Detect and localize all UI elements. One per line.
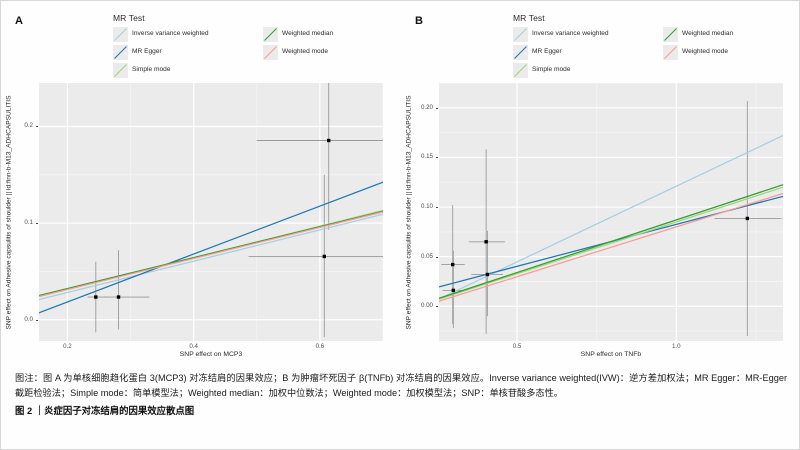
regression-line-weighted-mode	[39, 211, 383, 298]
legend-label-simple-mode: Simple mode	[132, 66, 171, 74]
panel-a: A MR Test Inverse variance weighted	[1, 1, 401, 366]
error-bars	[87, 83, 383, 338]
x-tick-label: 0.6	[315, 343, 325, 350]
legend-key-simple-mode-icon	[513, 63, 528, 78]
y-tick-label: 0.0	[24, 315, 33, 323]
y-tick-mark	[36, 319, 38, 321]
y-tick-label: 0.10	[420, 203, 433, 211]
regression-lines	[39, 181, 383, 314]
regression-line-simple-mode	[439, 186, 783, 300]
plot-background	[39, 83, 383, 341]
data-points	[94, 138, 331, 299]
y-tick-label: 0.1	[24, 219, 33, 227]
regression-line-weighted-median	[439, 184, 783, 299]
panel-b-x-axis-title: SNP effect on TNFb	[580, 351, 642, 358]
y-tick-mark	[436, 207, 438, 208]
y-tick-label: 0.20	[420, 103, 433, 111]
panel-b-legend: MR Test Inverse variance weighted	[513, 13, 763, 78]
regression-line-inverse-variance-weighted	[39, 213, 383, 301]
legend-item-weighted-median: Weighted median	[663, 27, 763, 42]
legend-key-weighted-median-icon	[263, 27, 278, 42]
legend-title: MR Test	[113, 13, 145, 23]
y-tick-mark	[436, 157, 438, 159]
legend-title: MR Test	[513, 13, 545, 23]
regression-lines	[439, 134, 783, 302]
plot-canvas	[39, 83, 383, 341]
legend-key-mr-egger-icon	[513, 45, 528, 60]
y-tick-mark	[436, 256, 438, 258]
data-point	[745, 216, 750, 221]
y-tick-label: 0.2	[24, 122, 33, 130]
figure-area: A MR Test Inverse variance weighted	[1, 1, 800, 366]
panel-b-plot	[439, 83, 783, 341]
regression-line-mr-egger	[39, 181, 383, 314]
regression-line-weighted-median	[39, 210, 383, 297]
legend-item-simple-mode: Simple mode	[513, 63, 663, 78]
legend-label-weighted-median: Weighted median	[282, 30, 334, 38]
data-point	[322, 254, 326, 259]
legend-label-weighted-mode: Weighted mode	[282, 48, 329, 56]
data-point	[116, 295, 121, 299]
legend-key-weighted-mode-icon	[263, 45, 278, 60]
data-points	[450, 216, 750, 293]
panel-b-letter: B	[415, 15, 424, 27]
x-tick-label: 1.0	[671, 343, 681, 350]
y-tick-mark	[436, 107, 438, 109]
legend-item-weighted-mode: Weighted mode	[663, 45, 763, 60]
legend-key-mr-egger-icon	[113, 45, 128, 60]
data-point	[484, 240, 488, 244]
legend-item-weighted-mode: Weighted mode	[263, 45, 363, 60]
y-tick-label: 0.05	[420, 252, 433, 260]
plot-background	[439, 83, 783, 341]
panel-a-plot	[39, 83, 383, 341]
legend-label-mr-egger: MR Egger	[132, 48, 162, 56]
legend-label-mr-egger: MR Egger	[532, 48, 562, 56]
data-point	[485, 272, 490, 277]
legend-item-ivw: Inverse variance weighted	[513, 27, 663, 42]
y-tick-label: 0.00	[420, 302, 433, 310]
x-tick-label: 0.2	[63, 343, 72, 350]
legend-key-weighted-median-icon	[663, 27, 678, 42]
legend-item-mr-egger: MR Egger	[513, 45, 663, 60]
caption: 图注：图 A 为单核细胞趋化蛋白 3(MCP3) 对冻结肩的因果效应；B 为肿瘤…	[15, 371, 787, 418]
data-point	[450, 262, 455, 267]
legend-label-weighted-mode: Weighted mode	[682, 48, 729, 56]
caption-note: 图注：图 A 为单核细胞趋化蛋白 3(MCP3) 对冻结肩的因果效应；B 为肿瘤…	[15, 373, 787, 398]
x-tick-label: 0.4	[189, 343, 198, 350]
y-tick-label: 0.15	[420, 153, 433, 161]
data-point	[451, 288, 456, 293]
legend-label-ivw: Inverse variance weighted	[532, 30, 609, 38]
y-tick-mark	[36, 223, 38, 224]
legend-label-weighted-median: Weighted median	[682, 30, 734, 38]
legend-key-ivw-icon	[113, 27, 128, 42]
regression-line-weighted-mode	[439, 192, 783, 302]
legend-label-ivw: Inverse variance weighted	[132, 30, 209, 38]
legend-key-weighted-mode-icon	[663, 45, 678, 60]
figure-title: 图 2 ｜炎症因子对冻结肩的因果效应散点图	[15, 405, 195, 416]
data-point	[94, 295, 98, 299]
data-point	[327, 138, 331, 143]
panel-a-legend: MR Test Inverse variance weighted	[113, 13, 363, 78]
legend-item-ivw: Inverse variance weighted	[113, 27, 263, 42]
x-tick-label: 0.5	[512, 343, 522, 350]
legend-item-mr-egger: MR Egger	[113, 45, 263, 60]
panel-a-letter: A	[15, 15, 24, 27]
plot-canvas	[439, 83, 783, 341]
legend-item-weighted-median: Weighted median	[263, 27, 363, 42]
legend-item-simple-mode: Simple mode	[113, 63, 263, 78]
panel-b: B MR Test Inverse variance weighted	[401, 1, 800, 366]
legend-key-ivw-icon	[513, 27, 528, 42]
y-tick-mark	[436, 306, 438, 308]
panel-a-x-axis-title: SNP effect on MCP3	[179, 351, 243, 358]
y-tick-mark	[36, 126, 38, 128]
legend-key-simple-mode-icon	[113, 63, 128, 78]
legend-label-simple-mode: Simple mode	[532, 66, 571, 74]
